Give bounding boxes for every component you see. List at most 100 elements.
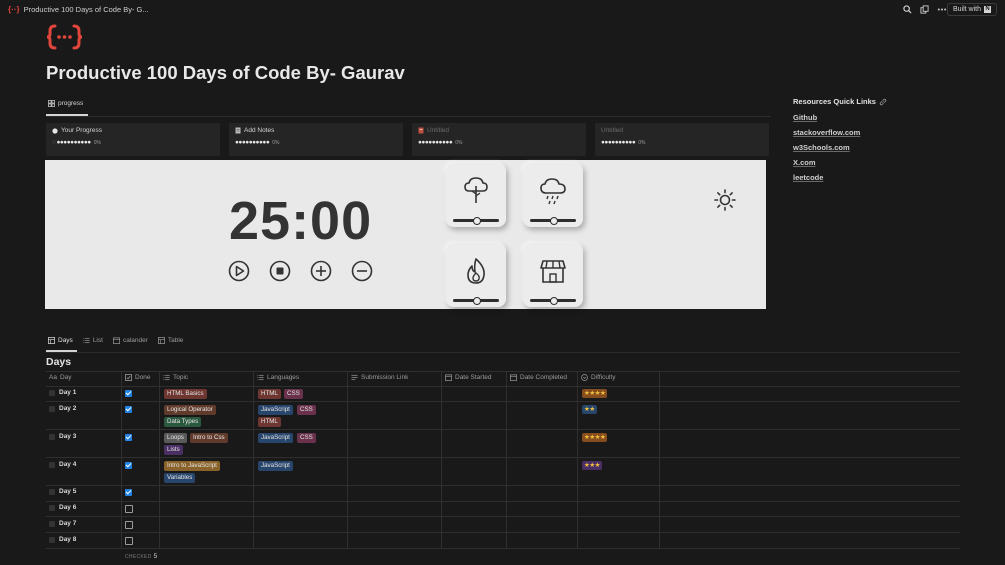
done-checkbox[interactable] (125, 489, 132, 496)
topic-tag[interactable]: Logical Operator (164, 405, 216, 415)
row-day-1[interactable]: Day 1 (49, 389, 76, 396)
database-title: Days (46, 356, 72, 368)
topic-tag[interactable]: Loops (164, 433, 187, 443)
link-leetcode[interactable]: leetcode (793, 173, 824, 182)
table-border (46, 386, 960, 387)
row-day-5[interactable]: Day 5 (49, 488, 76, 495)
column-header-date-completed[interactable]: Date Completed (510, 374, 567, 381)
tab-table[interactable]: Table (157, 337, 183, 344)
column-header-difficulty[interactable]: Difficulty (581, 374, 615, 381)
add-time-icon[interactable] (310, 260, 332, 282)
tree-icon (464, 177, 488, 203)
done-checkbox[interactable] (125, 390, 132, 397)
progress-dots: ●●●●●●●●●● 0% (601, 139, 646, 146)
column-header-submission-link[interactable]: Submission Link (351, 374, 408, 381)
difficulty-rating[interactable]: ★★ (582, 405, 597, 414)
volume-knob[interactable] (473, 217, 481, 225)
sound-cafe[interactable] (523, 243, 583, 307)
language-tag[interactable]: HTML (258, 417, 281, 427)
language-tag[interactable]: CSS (297, 433, 316, 443)
topic-tag[interactable]: HTML Basics (164, 389, 207, 399)
difficulty-rating[interactable]: ★★★ (582, 461, 602, 470)
card-untitled-2[interactable]: Untitled ●●●●●●●●●● 0% (595, 123, 769, 156)
row-day-2[interactable]: Day 2 (49, 405, 76, 412)
browser-tab[interactable]: {··} Productive 100 Days of Code By- G..… (8, 5, 149, 14)
language-tag[interactable]: CSS (284, 389, 303, 399)
progress-dots: ●●●●●●●●●● 0% (418, 139, 463, 146)
volume-knob[interactable] (473, 297, 481, 305)
stop-icon[interactable] (269, 260, 291, 282)
table-border (46, 485, 960, 486)
tab-list[interactable]: List (83, 337, 103, 344)
done-checkbox[interactable] (125, 537, 133, 545)
row-day-7[interactable]: Day 7 (49, 520, 76, 527)
topic-tag[interactable]: Intro to Css (190, 433, 228, 443)
card-title: Untitled (601, 127, 624, 134)
row-day-4[interactable]: Day 4 (49, 461, 76, 468)
topic-tag[interactable]: Lists (164, 445, 183, 455)
difficulty-rating[interactable]: ★★★★ (582, 433, 608, 442)
done-checkbox[interactable] (125, 406, 132, 413)
checked-count[interactable]: CHECKED 5 (125, 553, 158, 560)
store-icon (540, 260, 566, 283)
link-x[interactable]: X.com (793, 158, 816, 167)
row-day-6[interactable]: Day 6 (49, 504, 76, 511)
difficulty-rating[interactable]: ★★★★ (582, 389, 608, 398)
column-header-date-started[interactable]: Date Started (445, 374, 492, 381)
topic-tag[interactable]: Intro to JavaScript (164, 461, 220, 471)
card-add-notes[interactable]: Add Notes ●●●●●●●●●● 0% (229, 123, 403, 156)
language-tag[interactable]: JavaScript (258, 461, 293, 471)
code-braces-icon[interactable] (46, 24, 83, 52)
volume-knob[interactable] (550, 217, 558, 225)
play-icon[interactable] (228, 260, 250, 282)
topic-tag[interactable]: Variables (164, 473, 196, 483)
duplicate-icon[interactable] (920, 5, 929, 16)
multi-select-icon (163, 374, 170, 381)
resources-heading: Resources Quick Links (793, 97, 887, 106)
language-tag[interactable]: JavaScript (258, 433, 293, 443)
table-border (46, 401, 960, 402)
table-border (506, 371, 507, 548)
list-view-icon (83, 337, 90, 344)
column-header-done[interactable]: Done (125, 374, 151, 381)
sound-fire[interactable] (446, 243, 506, 307)
topic-tag[interactable]: Data Types (164, 417, 202, 427)
table-border (46, 429, 960, 430)
language-tag[interactable]: JavaScript (258, 405, 293, 415)
done-checkbox[interactable] (125, 505, 133, 513)
sound-rain[interactable] (523, 163, 583, 227)
tab-progress[interactable]: progress (48, 100, 83, 107)
sound-forest[interactable] (446, 163, 506, 227)
done-checkbox[interactable] (125, 521, 133, 529)
table-border (46, 501, 960, 502)
sun-icon[interactable] (714, 189, 736, 211)
done-checkbox[interactable] (125, 462, 132, 469)
column-header-languages[interactable]: Languages (257, 374, 299, 381)
table-border (121, 371, 122, 548)
built-with-button[interactable]: Built with N (946, 3, 997, 16)
progress-percent: 0% (272, 139, 280, 146)
column-header-day[interactable]: Aa Day (49, 374, 72, 381)
card-untitled-1[interactable]: Untitled ●●●●●●●●●● 0% (412, 123, 586, 156)
notion-logo-icon: N (984, 6, 991, 13)
divider (46, 116, 771, 117)
link-w3schools[interactable]: w3Schools.com (793, 143, 850, 152)
fire-icon (467, 258, 485, 284)
search-icon[interactable] (903, 5, 912, 16)
language-tag[interactable]: CSS (297, 405, 316, 415)
link-github[interactable]: Github (793, 113, 818, 122)
row-day-8[interactable]: Day 8 (49, 536, 76, 543)
language-tag[interactable]: HTML (258, 389, 281, 399)
row-day-3[interactable]: Day 3 (49, 433, 76, 440)
more-options-icon[interactable] (937, 5, 947, 16)
done-checkbox[interactable] (125, 434, 132, 441)
table-border (46, 457, 960, 458)
tab-calendar[interactable]: calander (113, 337, 148, 344)
volume-knob[interactable] (550, 297, 558, 305)
subtract-time-icon[interactable] (351, 260, 373, 282)
card-your-progress[interactable]: Your Progress ○ ●●●●●●●●●● 0% (46, 123, 220, 156)
column-header-topic[interactable]: Topic (163, 374, 188, 381)
top-actions (903, 5, 947, 16)
link-stackoverflow[interactable]: stackoverflow.com (793, 128, 861, 137)
tab-days[interactable]: Days (48, 337, 73, 344)
